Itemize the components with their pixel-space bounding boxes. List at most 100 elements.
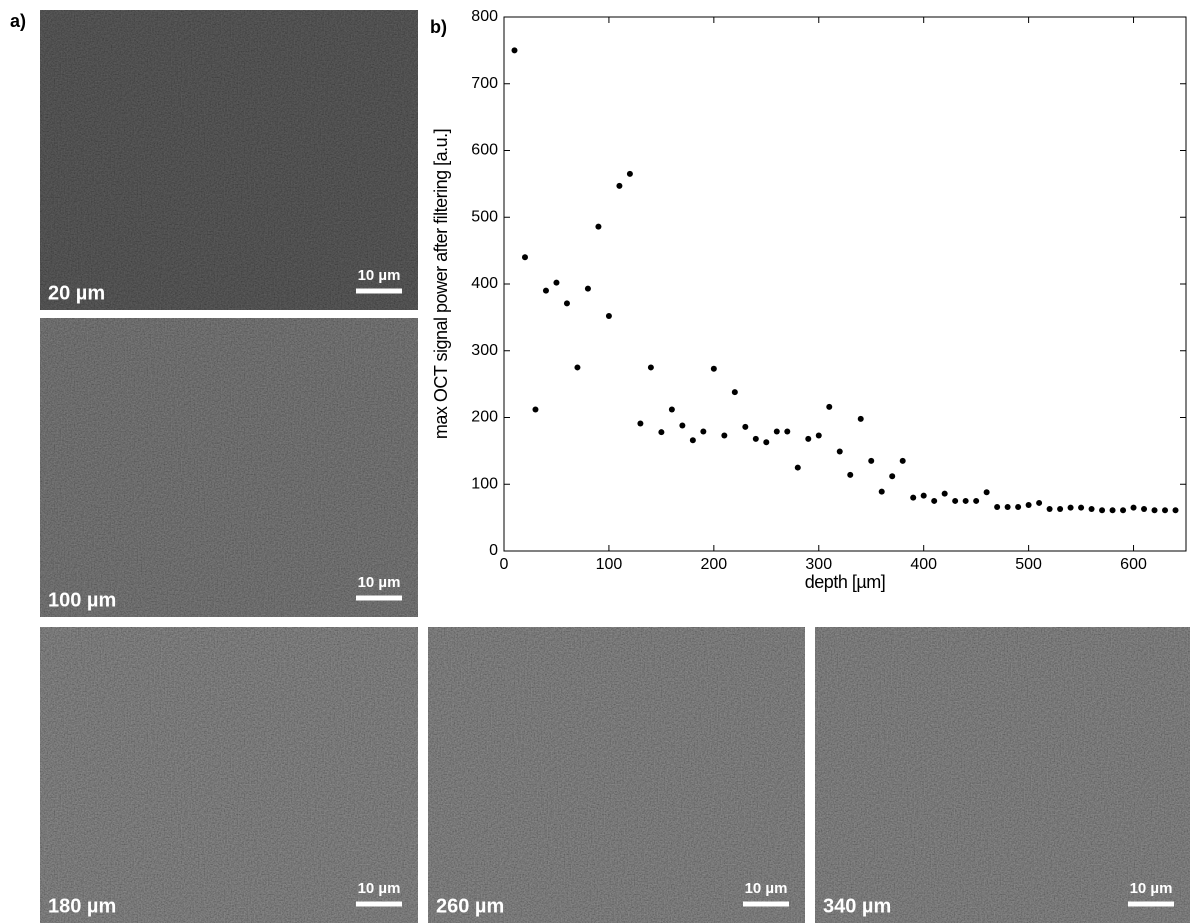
data-point — [1109, 507, 1116, 514]
data-point — [1088, 505, 1095, 512]
x-axis-label: depth [µm] — [805, 572, 885, 592]
y-tick-label: 700 — [471, 75, 498, 92]
data-point — [910, 494, 917, 501]
panel-label: a) — [10, 11, 26, 31]
x-tick-label: 600 — [1120, 556, 1147, 573]
y-tick-label: 0 — [489, 542, 498, 559]
data-point — [941, 490, 948, 497]
data-point — [700, 428, 707, 435]
data-point — [742, 423, 749, 430]
y-tick-label: 300 — [471, 342, 498, 359]
data-point — [658, 429, 665, 436]
data-point — [1141, 505, 1148, 512]
data-point — [1036, 499, 1043, 506]
depth-label: 180 µm — [48, 895, 116, 917]
y-axis-label: max OCT signal power after filtering [a.… — [431, 129, 451, 439]
data-point — [668, 406, 675, 413]
data-point — [973, 497, 980, 504]
x-tick-label: 500 — [1015, 556, 1042, 573]
data-point — [952, 497, 959, 504]
image-texture — [815, 627, 1190, 923]
data-point — [836, 448, 843, 455]
image-texture — [40, 627, 418, 923]
data-point — [721, 432, 728, 439]
scale-bar-label: 10 µm — [745, 880, 788, 897]
data-point — [1099, 507, 1106, 514]
scale-bar-label: 10 µm — [1130, 880, 1173, 897]
y-tick-label: 500 — [471, 208, 498, 225]
data-point — [920, 492, 927, 499]
data-point — [805, 435, 812, 442]
data-point — [647, 364, 654, 371]
data-point — [1130, 504, 1137, 511]
scale-bar-label: 10 µm — [358, 574, 401, 591]
data-point — [637, 420, 644, 427]
data-point — [878, 488, 885, 495]
data-point — [1162, 507, 1169, 514]
data-point — [616, 182, 623, 189]
data-point — [1172, 507, 1179, 514]
data-point — [563, 300, 570, 307]
data-point — [689, 437, 696, 444]
data-point — [532, 406, 539, 413]
data-point — [1046, 505, 1053, 512]
x-tick-label: 300 — [805, 556, 832, 573]
data-point — [857, 415, 864, 422]
data-point — [826, 403, 833, 410]
data-point — [584, 285, 591, 292]
data-point — [679, 422, 686, 429]
data-point — [815, 432, 822, 439]
x-tick-label: 100 — [596, 556, 623, 573]
depth-label: 260 µm — [436, 895, 504, 917]
data-point — [1057, 505, 1064, 512]
y-tick-label: 600 — [471, 142, 498, 159]
data-point — [521, 254, 528, 261]
scale-bar-label: 10 µm — [358, 267, 401, 284]
panel-label: b) — [430, 17, 447, 37]
data-point — [1015, 503, 1022, 510]
depth-label: 20 µm — [48, 282, 105, 304]
data-point — [889, 473, 896, 480]
data-point — [931, 497, 938, 504]
x-tick-label: 400 — [910, 556, 937, 573]
x-tick-label: 200 — [700, 556, 727, 573]
image-texture — [40, 318, 418, 617]
plot-frame — [503, 16, 1187, 552]
data-point — [731, 389, 738, 396]
data-point — [1151, 507, 1158, 514]
depth-label: 340 µm — [823, 895, 891, 917]
data-point — [899, 457, 906, 464]
data-point — [794, 464, 801, 471]
depth-label: 100 µm — [48, 589, 116, 611]
data-point — [983, 489, 990, 496]
y-tick-label: 400 — [471, 275, 498, 292]
data-point — [1078, 504, 1085, 511]
data-point — [574, 364, 581, 371]
data-point — [773, 428, 780, 435]
data-point — [553, 279, 560, 286]
data-point — [1025, 501, 1032, 508]
data-point — [605, 313, 612, 320]
y-tick-label: 100 — [471, 475, 498, 492]
y-tick-label: 800 — [471, 8, 498, 25]
image-texture — [40, 10, 418, 310]
data-point — [994, 503, 1001, 510]
data-point — [626, 170, 633, 177]
data-point — [847, 471, 854, 478]
data-point — [763, 439, 770, 446]
data-point — [868, 457, 875, 464]
data-point — [1067, 504, 1074, 511]
data-point — [710, 365, 717, 372]
image-texture — [428, 627, 805, 923]
data-point — [962, 497, 969, 504]
y-tick-label: 200 — [471, 409, 498, 426]
data-point — [1120, 507, 1127, 514]
data-point — [542, 287, 549, 294]
x-tick-label: 0 — [500, 556, 509, 573]
data-point — [752, 435, 759, 442]
scale-bar-label: 10 µm — [358, 880, 401, 897]
data-point — [595, 223, 602, 230]
data-point — [784, 428, 791, 435]
data-point — [1004, 503, 1011, 510]
